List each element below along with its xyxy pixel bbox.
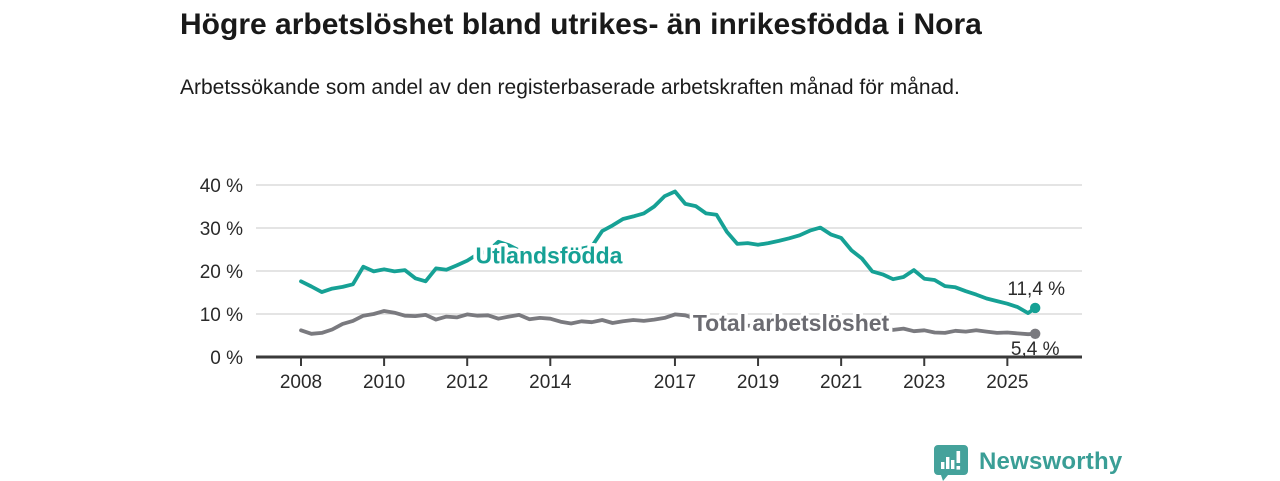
y-tick-label: 0 % xyxy=(210,348,243,369)
x-tick-label: 2008 xyxy=(280,372,322,393)
x-tick-label: 2021 xyxy=(820,372,862,393)
chart-subtitle: Arbetssökande som andel av den registerb… xyxy=(180,76,960,99)
series-label-0: Utlandsfödda xyxy=(476,243,623,269)
series-end-dot-0 xyxy=(1029,302,1041,314)
series-label-1: Total arbetslöshet xyxy=(693,310,890,336)
y-tick-label: 40 % xyxy=(200,176,243,197)
series-line-1 xyxy=(299,309,1038,337)
x-tick-label: 2012 xyxy=(446,372,488,393)
y-tick-label: 20 % xyxy=(200,262,243,283)
series-end-value-0: 11,4 % xyxy=(1007,279,1065,300)
newsworthy-logo[interactable]: Newsworthy xyxy=(933,443,1122,481)
series-end-dot-1 xyxy=(1029,328,1041,339)
y-tick-label: 10 % xyxy=(200,305,243,326)
series-end-value-1: 5,4 % xyxy=(1011,339,1060,360)
x-tick-label: 2019 xyxy=(737,372,779,393)
chart-title: Högre arbetslöshet bland utrikes- än inr… xyxy=(180,8,982,41)
x-tick-label: 2025 xyxy=(986,372,1028,393)
x-tick-label: 2017 xyxy=(654,372,696,393)
series-line-0 xyxy=(299,189,1038,316)
y-tick-label: 30 % xyxy=(200,219,243,240)
x-tick-label: 2010 xyxy=(363,372,405,393)
newsworthy-logo-text: Newsworthy xyxy=(979,448,1123,475)
newsworthy-logo-icon xyxy=(934,445,968,481)
x-tick-label: 2014 xyxy=(529,372,572,393)
x-tick-label: 2023 xyxy=(903,372,945,393)
